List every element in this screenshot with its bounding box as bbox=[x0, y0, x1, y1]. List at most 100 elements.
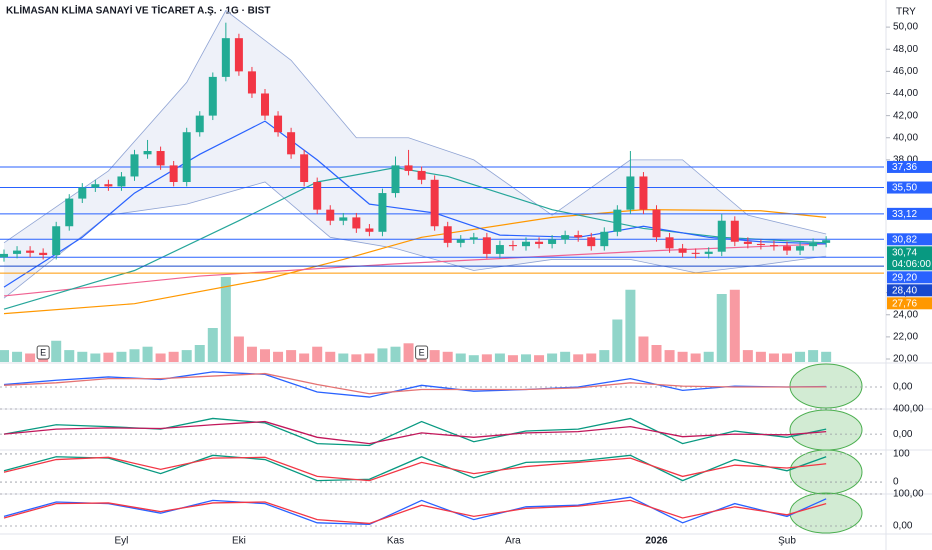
indicator-line bbox=[3, 420, 827, 445]
candle-body bbox=[221, 38, 230, 77]
volume-bar bbox=[325, 351, 336, 362]
candle-body bbox=[247, 71, 256, 94]
band-line bbox=[3, 181, 827, 299]
candle-body bbox=[769, 245, 778, 247]
volume-bar bbox=[273, 351, 284, 362]
candle-body bbox=[169, 165, 178, 182]
price-badge bbox=[887, 271, 932, 284]
candle-body bbox=[0, 253, 8, 258]
price-badge-label: 30,82 bbox=[892, 234, 917, 245]
volume-bar bbox=[664, 350, 675, 362]
y-tick-label: 22,00 bbox=[893, 332, 918, 343]
volume-bar bbox=[703, 351, 714, 362]
y-tick-label: 0 bbox=[893, 477, 899, 488]
y-tick-label: 44,00 bbox=[893, 88, 918, 99]
chart-title: KLİMASAN KLİMA SANAYİ VE TİCARET A.Ş. · … bbox=[6, 4, 270, 17]
volume-bar bbox=[468, 355, 479, 362]
candle-body bbox=[639, 176, 648, 210]
volume-bar bbox=[651, 345, 662, 362]
volume-bar bbox=[77, 351, 88, 362]
candle-body bbox=[587, 237, 596, 247]
volume-bar bbox=[808, 350, 819, 362]
volume-bar bbox=[507, 355, 518, 362]
price-badge-label: 28,40 bbox=[892, 285, 917, 296]
volume-bar bbox=[821, 351, 832, 362]
candle-body bbox=[39, 252, 48, 256]
volume-bar bbox=[364, 353, 375, 362]
indicator-line bbox=[3, 417, 827, 447]
y-tick-label: 50,00 bbox=[893, 22, 918, 33]
candle-body bbox=[430, 179, 439, 227]
volume-bar bbox=[795, 351, 806, 362]
price-badge-label: 29,20 bbox=[892, 272, 917, 283]
candle-body bbox=[26, 250, 35, 253]
volume-bar bbox=[521, 354, 531, 362]
volume-bar bbox=[442, 351, 453, 362]
volume-bar bbox=[403, 343, 414, 362]
countdown: 04:06:00 bbox=[892, 259, 931, 270]
volume-bar bbox=[494, 353, 505, 362]
volume-bar bbox=[755, 351, 766, 362]
volume-bar bbox=[586, 353, 597, 362]
candle-body bbox=[130, 154, 139, 177]
volume-bar bbox=[782, 353, 792, 362]
volume-bar bbox=[286, 350, 297, 362]
price-badge-label: 33,12 bbox=[892, 209, 917, 220]
candle-body bbox=[143, 151, 152, 155]
y-tick-label: 40,00 bbox=[893, 132, 918, 143]
candle-body bbox=[195, 115, 204, 133]
highlight bbox=[789, 409, 863, 451]
candle-body bbox=[300, 154, 309, 182]
candle-body bbox=[482, 237, 491, 254]
volume-bar bbox=[573, 354, 584, 362]
volume-bar bbox=[690, 353, 701, 362]
price-badge bbox=[887, 160, 932, 173]
price-badge bbox=[887, 207, 932, 220]
candle-body bbox=[52, 226, 61, 256]
candle-body bbox=[561, 235, 570, 240]
x-tick-label: Eyl bbox=[114, 536, 128, 547]
volume-bar bbox=[481, 354, 492, 362]
volume-bar bbox=[338, 353, 349, 362]
candle-body bbox=[600, 231, 609, 247]
price-badge-label: 27,76 bbox=[892, 298, 917, 309]
volume-bar bbox=[129, 349, 140, 362]
candle-body bbox=[261, 93, 269, 116]
candle-body bbox=[613, 209, 622, 232]
volume-bar bbox=[116, 351, 127, 362]
volume-bar bbox=[742, 350, 753, 362]
event-marker bbox=[415, 345, 429, 360]
price-badge-label: 35,50 bbox=[892, 183, 917, 194]
y-tick-label: 400,00 bbox=[893, 404, 924, 415]
volume-bar bbox=[25, 353, 36, 362]
candle-body bbox=[117, 176, 126, 187]
candle-body bbox=[91, 184, 100, 188]
candle-body bbox=[678, 248, 687, 253]
price-badge bbox=[887, 297, 932, 310]
candle-body bbox=[495, 245, 504, 254]
volume-bar bbox=[142, 346, 153, 362]
moving-average bbox=[3, 120, 827, 288]
volume-bar bbox=[155, 353, 166, 362]
y-tick-label: 0,00 bbox=[893, 429, 913, 440]
volume-bar bbox=[260, 349, 270, 362]
candle-body bbox=[182, 132, 191, 182]
band-fill bbox=[4, 10, 827, 299]
candle-body bbox=[313, 181, 322, 210]
volume-bar bbox=[390, 346, 401, 362]
candle-body bbox=[535, 241, 544, 244]
price-badge bbox=[887, 246, 932, 271]
price-badge-label: 30,74 bbox=[892, 247, 917, 258]
band-line bbox=[3, 9, 827, 244]
currency: TRY bbox=[896, 7, 916, 18]
x-tick-label: Kas bbox=[387, 536, 404, 547]
candle-body bbox=[730, 220, 739, 242]
candle-body bbox=[287, 132, 296, 155]
volume-bar bbox=[0, 350, 9, 362]
candle-body bbox=[365, 228, 374, 232]
candle-body bbox=[691, 252, 700, 254]
candle-body bbox=[522, 241, 530, 247]
candle-body bbox=[274, 115, 283, 133]
candle-body bbox=[796, 246, 805, 251]
